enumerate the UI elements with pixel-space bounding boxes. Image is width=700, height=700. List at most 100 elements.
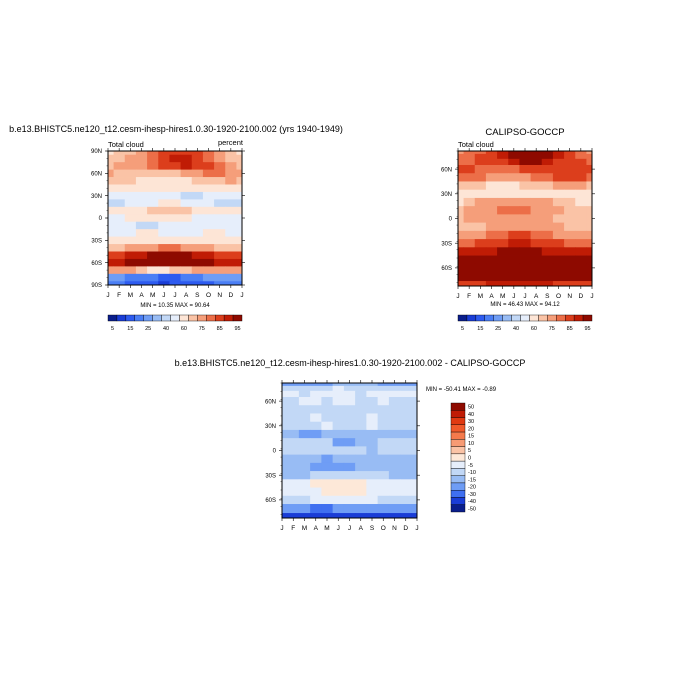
colorbar-box — [161, 314, 171, 322]
heatmap-cell — [519, 181, 531, 191]
heatmap-cell — [135, 177, 148, 185]
heatmap-cell — [564, 158, 576, 166]
heatmap-cell — [388, 438, 401, 447]
heatmap-cell — [287, 504, 300, 514]
heatmap-cell — [411, 390, 418, 398]
heatmap-cell — [575, 281, 587, 287]
heatmap-cell — [458, 158, 464, 166]
heatmap-cell — [236, 273, 243, 282]
heatmap-cell — [310, 462, 322, 472]
heatmap-cell — [108, 191, 114, 200]
heatmap-cell — [202, 199, 215, 208]
heatmap-cell — [180, 199, 193, 208]
colorbar-label: 15 — [477, 326, 483, 332]
heatmap-cell — [236, 206, 243, 215]
heatmap-cell — [169, 177, 181, 185]
heatmap-cell — [282, 429, 289, 439]
x-tick-label: O — [381, 525, 386, 532]
colorbar-box — [466, 314, 477, 322]
x-tick-label: A — [489, 293, 494, 300]
heatmap-cell — [508, 151, 520, 155]
heatmap-cell — [158, 214, 170, 223]
heatmap-cell — [298, 421, 311, 431]
heatmap-cell — [411, 429, 418, 439]
heatmap-cell — [497, 263, 509, 273]
heatmap-cell — [113, 162, 126, 171]
heatmap-cell — [158, 266, 170, 275]
heatmap-cell — [282, 471, 289, 480]
heatmap-cell — [575, 239, 587, 248]
x-tick-label: A — [139, 292, 144, 299]
heatmap-cell — [458, 230, 464, 240]
heatmap-cell — [388, 479, 401, 488]
x-tick-label: M — [500, 293, 505, 300]
heatmap-cell — [180, 281, 193, 286]
heatmap-cell — [343, 446, 356, 456]
heatmap-cell — [497, 189, 509, 199]
heatmap-cell — [124, 236, 137, 245]
heatmap-cell — [541, 214, 554, 224]
heatmap-cell — [586, 263, 593, 273]
heatmap-cell — [191, 258, 204, 267]
heatmap-cell — [108, 214, 114, 223]
heatmap-cell — [321, 429, 334, 439]
heatmap-cell — [202, 169, 215, 178]
heatmap-cell — [214, 206, 226, 215]
heatmap-cell — [332, 462, 345, 472]
y-tick-label: 30S — [441, 241, 452, 247]
heatmap-cell — [541, 222, 554, 232]
heatmap-cell — [225, 206, 237, 215]
heatmap-cell — [575, 173, 587, 182]
heatmap-cell — [236, 258, 243, 267]
heatmap-cell — [124, 162, 137, 171]
heatmap-cell — [202, 266, 215, 275]
colorbar-box — [573, 314, 584, 322]
heatmap-cell — [214, 281, 226, 286]
y-tick-label: 60N — [441, 167, 452, 173]
x-tick-label: J — [240, 292, 243, 299]
x-tick-label: N — [392, 525, 397, 532]
heatmap-cell — [497, 206, 509, 215]
heatmap-cell — [158, 258, 170, 267]
heatmap-cell — [191, 206, 204, 215]
heatmap-cell — [236, 162, 243, 171]
heatmap-cell — [474, 214, 487, 224]
heatmap-cell — [485, 173, 498, 182]
heatmap-cell — [158, 191, 170, 200]
heatmap-cell — [225, 191, 237, 200]
heatmap-cell — [287, 513, 300, 519]
heatmap-cell — [530, 230, 543, 240]
heatmap-cell — [564, 181, 576, 191]
heatmap-cell — [519, 189, 531, 199]
heatmap-cell — [287, 383, 300, 387]
heatmap-cell — [147, 162, 159, 171]
heatmap-cell — [366, 454, 379, 464]
panel1-stats: MIN = 10.35 MAX = 90.64 — [140, 303, 210, 309]
heatmap-cell — [575, 164, 587, 174]
x-tick-label: A — [184, 292, 189, 299]
heatmap-cell — [282, 438, 289, 447]
heatmap-cell — [343, 504, 356, 514]
panel2-stats: MIN = 46.43 MAX = 94.12 — [490, 302, 560, 308]
heatmap-cell — [236, 184, 243, 193]
x-tick-label: N — [217, 292, 222, 299]
heatmap-cell — [108, 177, 114, 185]
heatmap-cell — [586, 230, 593, 240]
colorbar-box — [450, 417, 466, 425]
colorbar-box — [450, 439, 466, 447]
heatmap-cell — [180, 273, 193, 282]
heatmap-cell — [366, 429, 379, 439]
heatmap-cell — [411, 504, 418, 514]
heatmap-cell — [552, 222, 565, 232]
heatmap-cell — [575, 230, 587, 240]
heatmap-cell — [113, 191, 126, 200]
heatmap-cell — [400, 421, 412, 431]
heatmap-cell — [158, 281, 170, 286]
colorbar-box — [520, 314, 530, 322]
heatmap-cell — [552, 153, 565, 160]
heatmap-cell — [169, 229, 181, 238]
heatmap-cell — [458, 239, 464, 248]
heatmap-cell — [225, 273, 237, 282]
heatmap-cell — [530, 151, 543, 155]
heatmap-cell — [298, 390, 311, 398]
